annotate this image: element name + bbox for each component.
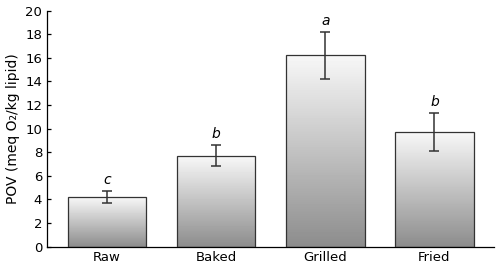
Text: b: b [212, 127, 220, 141]
Bar [177, 156, 256, 247]
Text: c: c [103, 173, 111, 187]
Bar [395, 132, 473, 247]
Y-axis label: POV (meq O₂/kg lipid): POV (meq O₂/kg lipid) [6, 53, 20, 204]
Bar [68, 197, 146, 247]
Text: a: a [321, 14, 330, 28]
Bar [286, 55, 364, 247]
Text: b: b [430, 95, 439, 109]
